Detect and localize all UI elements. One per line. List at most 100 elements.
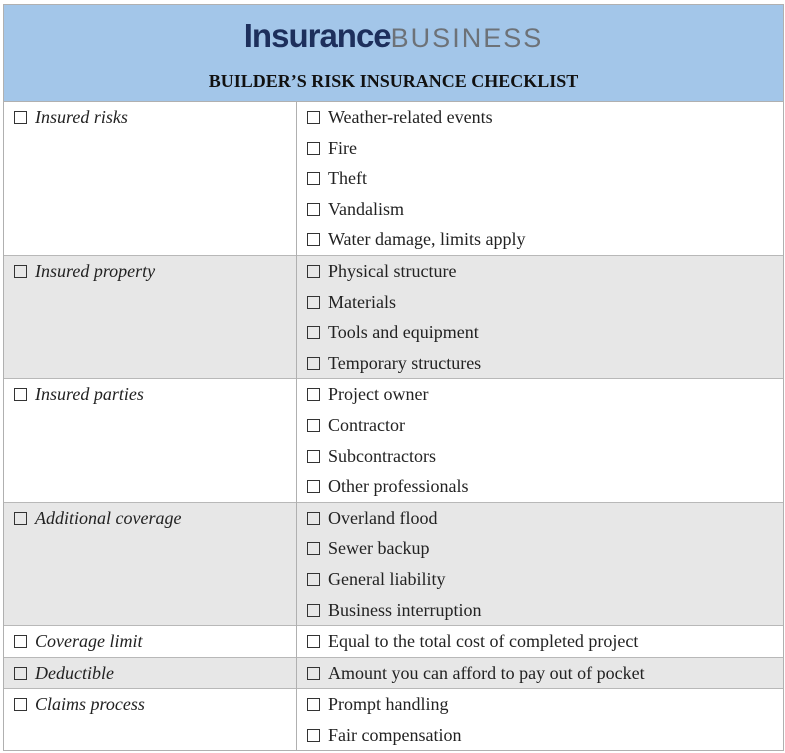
item: Subcontractors: [328, 445, 436, 466]
checkbox: [14, 635, 27, 649]
header: InsuranceBUSINESS BUILDER’S RISK INSURAN…: [4, 5, 783, 102]
checkbox: [307, 295, 320, 309]
checkbox: [307, 388, 320, 402]
checkbox: [307, 480, 320, 494]
items-cell: Equal to the total cost of completed pro…: [296, 625, 783, 658]
checkbox: [307, 635, 320, 649]
items-cell: Project owner Contractor Subcontractors Oth…: [296, 378, 783, 503]
item: Temporary structures: [328, 352, 482, 373]
item: Theft: [328, 168, 367, 189]
checkbox: [14, 111, 27, 124]
item: Contractor: [328, 414, 405, 435]
items-cell: Overland flood Sewer backup General liabil…: [296, 501, 783, 626]
checkbox: [307, 356, 320, 370]
checkbox: [307, 202, 320, 216]
checklist-table: Insured risks Weather-related events Fire T…: [4, 102, 784, 751]
item-line: Amount you can afford to pay out of pock…: [307, 658, 783, 689]
checkbox: [307, 698, 320, 712]
item: Physical structure: [328, 260, 457, 281]
item: Fair compensation: [328, 724, 462, 745]
item: Fire: [328, 137, 357, 158]
item: Prompt handling: [328, 694, 449, 715]
item-line: Fire: [307, 133, 783, 164]
item-line: Theft: [307, 163, 783, 194]
item-line: Weather-related events: [307, 102, 783, 133]
item: Weather-related events: [328, 107, 493, 127]
checkbox: [307, 603, 320, 617]
checkbox: [307, 141, 320, 155]
checkbox: [307, 449, 320, 463]
items-cell: Weather-related events Fire Theft Vandalism…: [297, 102, 784, 255]
item-line: General liability: [307, 564, 783, 595]
item: Vandalism: [328, 198, 404, 219]
item-line: Subcontractors: [307, 441, 783, 472]
checkbox: [307, 666, 320, 680]
row-label-line: Coverage limit: [14, 626, 296, 657]
item: General liability: [328, 568, 446, 589]
checkbox: [14, 698, 27, 712]
item-line: Equal to the total cost of completed pro…: [307, 626, 783, 657]
item-line: Other professionals: [307, 471, 783, 502]
checkbox: [307, 728, 320, 742]
item: Equal to the total cost of completed pro…: [328, 631, 639, 652]
item-line: Vandalism: [307, 194, 783, 225]
checkbox: [307, 418, 320, 432]
item: Overland flood: [328, 507, 438, 528]
item-line: Project owner: [307, 379, 783, 410]
row: Deductible Amount you can afford to pay o…: [4, 656, 783, 689]
row: Claims process Prompt handling Fair compen…: [4, 688, 783, 751]
row-label-line: Claims process: [14, 689, 296, 720]
item-line: Physical structure: [307, 256, 783, 287]
item-line: Fair compensation: [307, 720, 783, 751]
checkbox: [307, 542, 320, 556]
label-cell: Claims process: [4, 688, 297, 751]
row-label-line: Insured property: [14, 256, 296, 287]
row: Insured property Physical structure Materi…: [4, 254, 783, 379]
row: Insured parties Project owner Contractor Su…: [4, 378, 783, 503]
row-label: Insured parties: [35, 384, 144, 405]
item-line: Business interruption: [307, 595, 783, 626]
item: Tools and equipment: [328, 322, 479, 343]
row-label-line: Deductible: [14, 658, 296, 689]
title: BUILDER’S RISK INSURANCE CHECKLIST: [208, 71, 579, 91]
item-line: Overland flood: [307, 503, 783, 534]
item: Materials: [328, 291, 396, 312]
checkbox: [14, 511, 27, 525]
item-line: Materials: [307, 287, 783, 318]
row-label-line: Insured risks: [14, 102, 296, 133]
logo: InsuranceBUSINESS: [4, 5, 783, 54]
row-label: Deductible: [35, 662, 114, 683]
checkbox: [307, 511, 320, 525]
item-line: Water damage, limits apply: [307, 224, 783, 255]
checkbox: [14, 388, 27, 402]
logo-bold: Insurance: [243, 17, 392, 54]
item: Sewer backup: [328, 538, 430, 559]
item: Project owner: [328, 384, 429, 405]
checkbox: [14, 264, 27, 278]
row-label-line: Insured parties: [14, 379, 296, 410]
row-label: Coverage limit: [35, 631, 143, 652]
row: Insured risks Weather-related events Fire T…: [4, 102, 784, 256]
checkbox: [307, 172, 320, 186]
checkbox: [307, 326, 320, 340]
label-cell: Insured risks: [4, 102, 297, 256]
row-label: Insured property: [35, 260, 156, 281]
items-cell: Physical structure Materials Tools and equ…: [296, 254, 783, 379]
row-label: Additional coverage: [35, 507, 182, 528]
label-cell: Deductible: [4, 656, 297, 689]
item-line: Tools and equipment: [307, 317, 783, 348]
row-label-line: Additional coverage: [14, 503, 296, 534]
checkbox: [14, 666, 27, 680]
label-cell: Additional coverage: [4, 501, 297, 626]
item-line: Sewer backup: [307, 533, 783, 564]
item-line: Prompt handling: [307, 689, 783, 720]
row-label: Insured risks: [35, 107, 128, 127]
items-cell: Amount you can afford to pay out of pock…: [296, 656, 783, 689]
label-cell: Coverage limit: [4, 625, 297, 658]
logo-light: BUSINESS: [390, 23, 544, 53]
item-line: Temporary structures: [307, 348, 783, 379]
items-cell: Prompt handling Fair compensation: [296, 688, 783, 751]
row: Coverage limit Equal to the total cost of…: [4, 625, 783, 658]
checkbox: [307, 572, 320, 586]
